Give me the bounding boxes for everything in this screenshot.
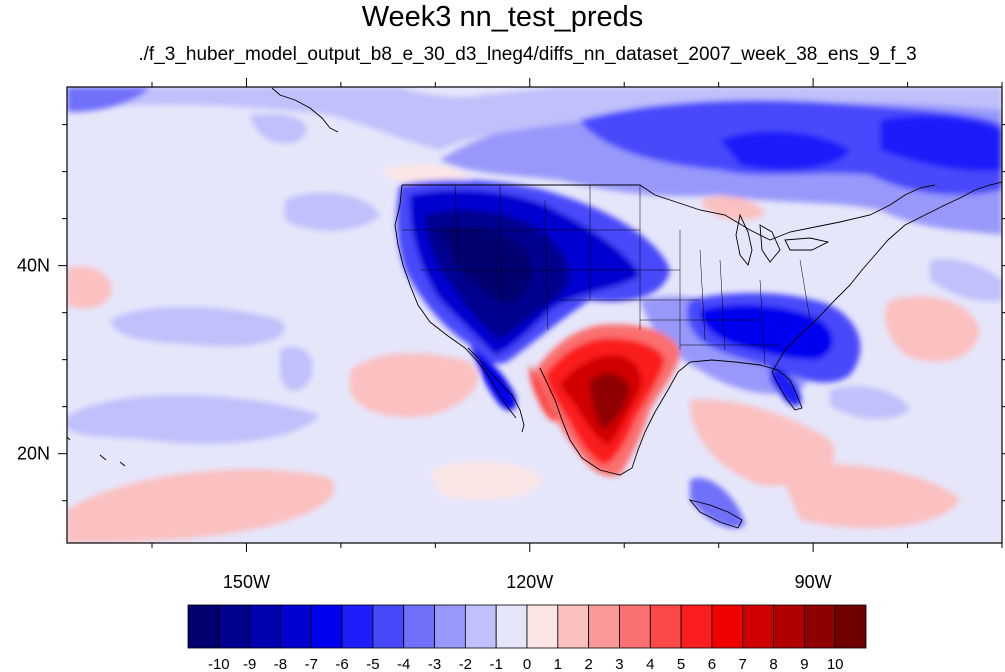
- anomaly-field: [67, 87, 1002, 543]
- colorbar-swatch: [803, 604, 836, 649]
- anomaly-patch: [770, 365, 801, 406]
- colorbar-label: 4: [646, 656, 654, 672]
- colorbar-label: 0: [523, 656, 531, 672]
- colorbar-label: -8: [274, 656, 287, 672]
- anomaly-patch: [67, 469, 335, 543]
- colorbar-swatch: [742, 604, 774, 649]
- anomaly-patch: [780, 464, 960, 529]
- colorbar-label: 1: [554, 656, 562, 672]
- anomaly-patch: [470, 345, 517, 411]
- anomaly-patch: [285, 192, 380, 231]
- colorbar-label: -1: [490, 656, 503, 672]
- anomaly-patch: [250, 113, 307, 144]
- colorbar-swatch: [526, 604, 559, 649]
- anomaly-patch: [885, 296, 980, 362]
- anomaly-patch: [67, 394, 320, 444]
- x-tick-label: 120W: [506, 572, 553, 592]
- colorbar-swatch: [249, 604, 281, 649]
- colorbar-label: -7: [305, 656, 318, 672]
- colorbar-label: 10: [827, 656, 844, 672]
- anomaly-patch: [930, 259, 1002, 302]
- colorbar-label: -4: [397, 656, 410, 672]
- colorbar-label: -2: [459, 656, 472, 672]
- colorbar-swatch: [464, 604, 497, 649]
- colorbar: -10 -9 -8 -7 -6 -5 -4 -3 -2 -1 0 1 2 3 4 5 6 7 8 9 10: [187, 604, 867, 672]
- colorbar-label: 9: [800, 656, 808, 672]
- colorbar-label: -3: [428, 656, 441, 672]
- colorbar-label: 7: [739, 656, 747, 672]
- colorbar-swatch: [341, 604, 374, 649]
- anomaly-patch: [67, 87, 150, 112]
- colorbar-swatch: [372, 604, 405, 649]
- colorbar-label: -10: [208, 656, 230, 672]
- anomaly-patch: [700, 304, 833, 360]
- state-borders: [402, 184, 811, 366]
- colorbar-swatch: [310, 604, 343, 649]
- anomaly-patch: [590, 373, 630, 430]
- colorbar-swatch: [434, 604, 466, 649]
- anomaly-patch: [67, 266, 112, 309]
- colorbar-label: 2: [584, 656, 592, 672]
- coastlines: [67, 87, 1002, 529]
- x-tick-label: 90W: [795, 572, 832, 592]
- anomaly-patch: [350, 353, 478, 418]
- anomaly-patch: [700, 195, 765, 220]
- colorbar-label: 3: [615, 656, 623, 672]
- anomaly-patch: [280, 346, 313, 391]
- map-frame: [66, 86, 1003, 544]
- anomaly-patch: [110, 306, 285, 347]
- colorbar-swatch: [218, 604, 251, 649]
- colorbar-label: 5: [677, 656, 685, 672]
- colorbar-label: -9: [243, 656, 256, 672]
- x-tick-label: 150W: [223, 572, 270, 592]
- y-tick-label: 20N: [17, 444, 50, 464]
- colorbar-swatch: [680, 604, 713, 649]
- colorbar-swatch: [588, 604, 620, 649]
- anomaly-patch: [440, 226, 533, 305]
- colorbar-swatch: [711, 604, 744, 649]
- colorbar-label: -5: [366, 656, 379, 672]
- anomaly-patch: [690, 399, 835, 486]
- anomaly-patch: [720, 131, 850, 170]
- anomaly-patch: [529, 365, 558, 422]
- anomaly-patch: [430, 461, 545, 500]
- colorbar-swatch: [773, 604, 805, 649]
- colorbar-label: -6: [335, 656, 348, 672]
- colorbar-swatch: [280, 604, 312, 649]
- map-subtitle: ./f_3_huber_model_output_b8_e_30_d3_lneg…: [138, 44, 917, 65]
- colorbar-swatch: [495, 604, 528, 649]
- colorbar-swatch: [834, 604, 867, 649]
- colorbar-swatch: [187, 604, 220, 649]
- colorbar-swatch: [619, 604, 651, 649]
- colorbar-swatch: [649, 604, 682, 649]
- axis-tick-labels: 150W 120W 90W 20N 40N: [17, 256, 832, 592]
- anomaly-patch: [880, 115, 1002, 172]
- y-tick-label: 40N: [17, 256, 50, 276]
- map-title: Week3 nn_test_preds: [361, 1, 644, 33]
- colorbar-label: 8: [769, 656, 777, 672]
- colorbar-label: 6: [708, 656, 716, 672]
- colorbar-swatch: [557, 604, 590, 649]
- anomaly-patch: [830, 386, 910, 420]
- anomaly-patch: [690, 478, 745, 529]
- colorbar-swatch: [403, 604, 435, 649]
